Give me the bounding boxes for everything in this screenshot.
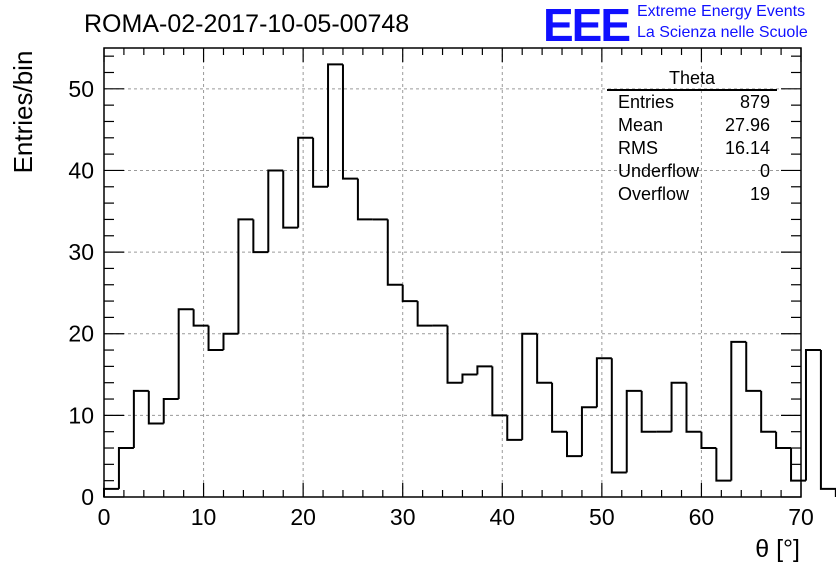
histogram-bar [819,350,836,497]
y-tick-label: 0 [81,484,94,510]
histogram-bar [551,382,568,433]
x-tick-label: 20 [290,504,316,530]
stats-value: 27.96 [724,115,770,135]
histogram-bar [610,358,627,474]
histogram-bar [267,169,284,253]
histogram-bar [446,325,463,384]
stats-row: Overflow 19 [607,183,777,206]
histogram-bar [341,64,358,180]
eee-logo: EEE [543,0,631,51]
stats-row: Underflow 0 [607,160,777,183]
stats-value: 19 [749,184,770,204]
histogram-bar [775,431,792,450]
x-tick-label: 60 [689,504,715,530]
histogram-bar [177,308,194,400]
histogram-bar [461,373,478,383]
histogram-bar [506,415,523,441]
histogram-bar [760,390,777,433]
histogram-bar [162,398,179,424]
histogram-bar [595,357,612,408]
histogram-bar [312,137,329,188]
histogram-bar [222,332,239,351]
tick-labels: 0 10 20 30 40 50 60 70 0 10 20 30 40 50 [68,76,813,530]
histogram-bar [491,366,508,417]
x-tick-label: 70 [788,504,814,530]
y-tick-label: 30 [68,239,94,265]
histogram-bar [715,448,732,482]
histogram-bar [536,333,553,384]
grid-lines [104,48,801,497]
stats-label: RMS [618,138,658,158]
axes [103,47,802,498]
histogram-bar [416,301,433,327]
histogram-bar [356,178,373,221]
histogram-bar [282,170,299,229]
histogram-bar [730,340,747,481]
y-tick-label: 50 [68,76,94,102]
stats-label: Entries [618,92,675,112]
chart-title: ROMA-02-2017-10-05-00748 [84,10,410,38]
histogram-bar [401,284,418,303]
histogram-bar [745,341,762,392]
histogram-bar [192,309,209,327]
stats-box: Theta Entries 879 Mean 27.96 RMS 16.14 Underfl… [607,68,777,206]
stats-title: Theta [607,68,777,91]
y-tick-label: 20 [68,321,94,347]
stats-label: Underflow [618,161,700,181]
plot-frame [103,47,802,498]
stats-label: Overflow [618,184,690,204]
logo-subtitle-1: Extreme Energy Events [637,3,806,20]
histogram-bar [521,332,538,440]
histogram-bar [685,382,702,433]
stats-value: 0 [759,161,770,181]
logo-subtitle-2: La Scienza nelle Scuole [637,24,808,41]
x-tick-label: 10 [191,504,217,530]
x-tick-label: 0 [98,504,111,530]
histogram-bar [804,349,821,481]
histogram-bar [640,390,657,433]
histogram-bar [147,390,164,425]
histogram-bar [117,447,134,489]
histogram-bar [207,325,224,352]
stats-rows: Entries 879 Mean 27.96 RMS 16.14 Underflow 0 Ove… [607,91,777,206]
stats-value: 16.14 [724,138,770,158]
histogram-bar [132,389,149,449]
histogram-bar [237,218,254,334]
stats-row: RMS 16.14 [607,137,777,160]
stats-row: Entries 879 [607,91,777,114]
x-tick-label: 40 [489,504,515,530]
x-tick-label: 50 [589,504,615,530]
histogram-bar [580,406,597,457]
histogram-bar [327,63,343,187]
histogram-bar [103,487,119,497]
y-axis-label: Entries/bin [8,51,38,174]
stats-label: Mean [618,115,664,135]
y-tick-label: 10 [68,402,94,428]
histogram-bars [103,63,836,497]
x-axis-label: θ [°] [755,535,800,563]
x-tick-label: 30 [390,504,416,530]
y-tick-label: 40 [68,157,94,183]
histogram-bar [700,431,717,450]
stats-row: Mean 27.96 [607,114,777,137]
histogram-bar [625,389,642,473]
histogram-bar [252,219,269,254]
histogram-bar [670,381,687,432]
histogram-bar [566,431,582,458]
histogram-bar [297,136,314,228]
histogram-bar [386,219,403,286]
stats-value: 879 [739,92,770,112]
histogram-bar [476,365,493,375]
